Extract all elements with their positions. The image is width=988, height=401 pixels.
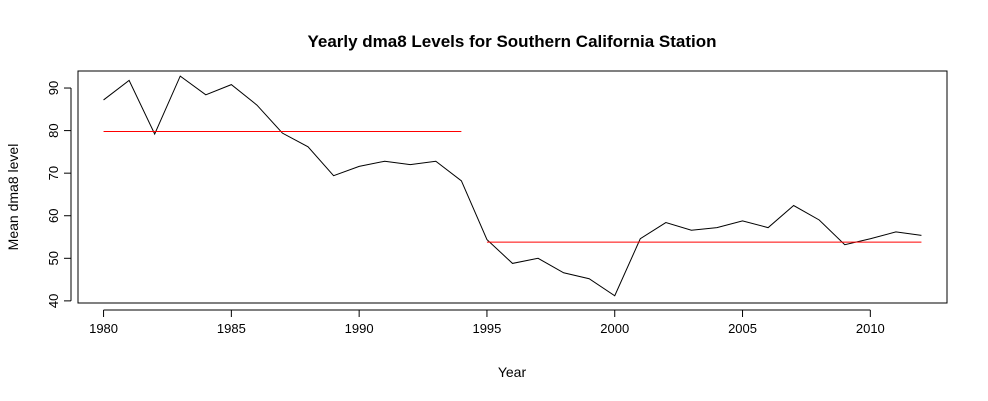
x-axis-label: Year	[498, 364, 527, 380]
chart-title: Yearly dma8 Levels for Southern Californ…	[307, 32, 716, 51]
x-tick-label: 1980	[89, 321, 118, 336]
y-tick-label: 60	[46, 208, 61, 222]
plot-frame	[77, 70, 948, 304]
y-tick-label: 70	[46, 166, 61, 180]
x-tick-label: 2010	[856, 321, 885, 336]
reference-lines	[103, 130, 922, 243]
y-tick-label: 90	[46, 81, 61, 95]
series-line	[103, 75, 922, 297]
y-tick-label: 40	[46, 294, 61, 308]
x-tick-label: 1985	[217, 321, 246, 336]
x-axis: 1980 1985 1990 1995 2000 2005 2010	[89, 309, 885, 336]
x-tick-label: 2005	[728, 321, 757, 336]
y-axis: 40 50 60 70 80 90	[46, 81, 72, 308]
y-axis-label: Mean dma8 level	[5, 144, 21, 251]
x-tick-label: 2000	[600, 321, 629, 336]
y-tick-label: 80	[46, 123, 61, 137]
series-group	[103, 75, 922, 297]
x-tick-label: 1990	[345, 321, 374, 336]
x-tick-label: 1995	[472, 321, 501, 336]
y-tick-label: 50	[46, 251, 61, 265]
